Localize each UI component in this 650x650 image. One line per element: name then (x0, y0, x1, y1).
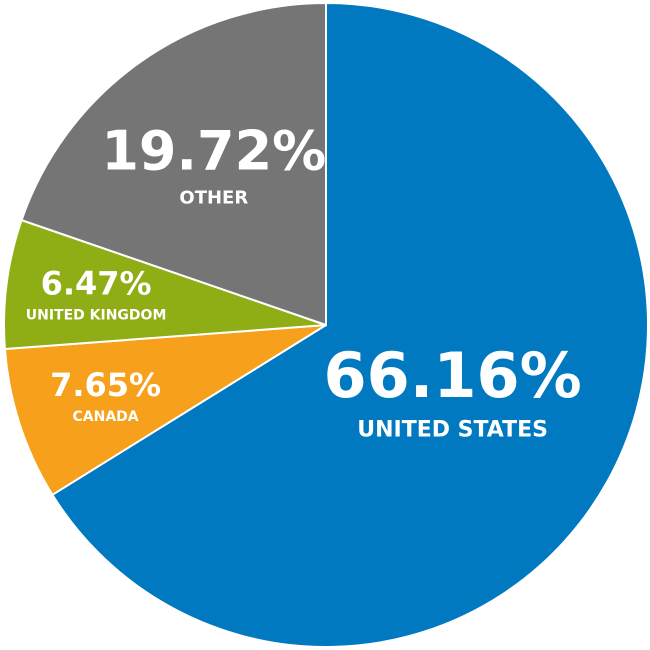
category-label: UNITED STATES (357, 417, 548, 442)
pie-slice (51, 1, 650, 648)
pie-slice (3, 324, 327, 497)
value-label: 6.47% (41, 264, 152, 302)
category-label: CANADA (73, 409, 139, 425)
category-label: UNITED KINGDOM (26, 307, 167, 323)
pie-slice (3, 218, 327, 351)
pie-slice (20, 1, 327, 327)
value-label: 7.65% (50, 366, 161, 404)
value-label: 19.72% (101, 120, 326, 183)
category-label: OTHER (179, 188, 248, 209)
value-label: 66.16% (324, 339, 582, 412)
